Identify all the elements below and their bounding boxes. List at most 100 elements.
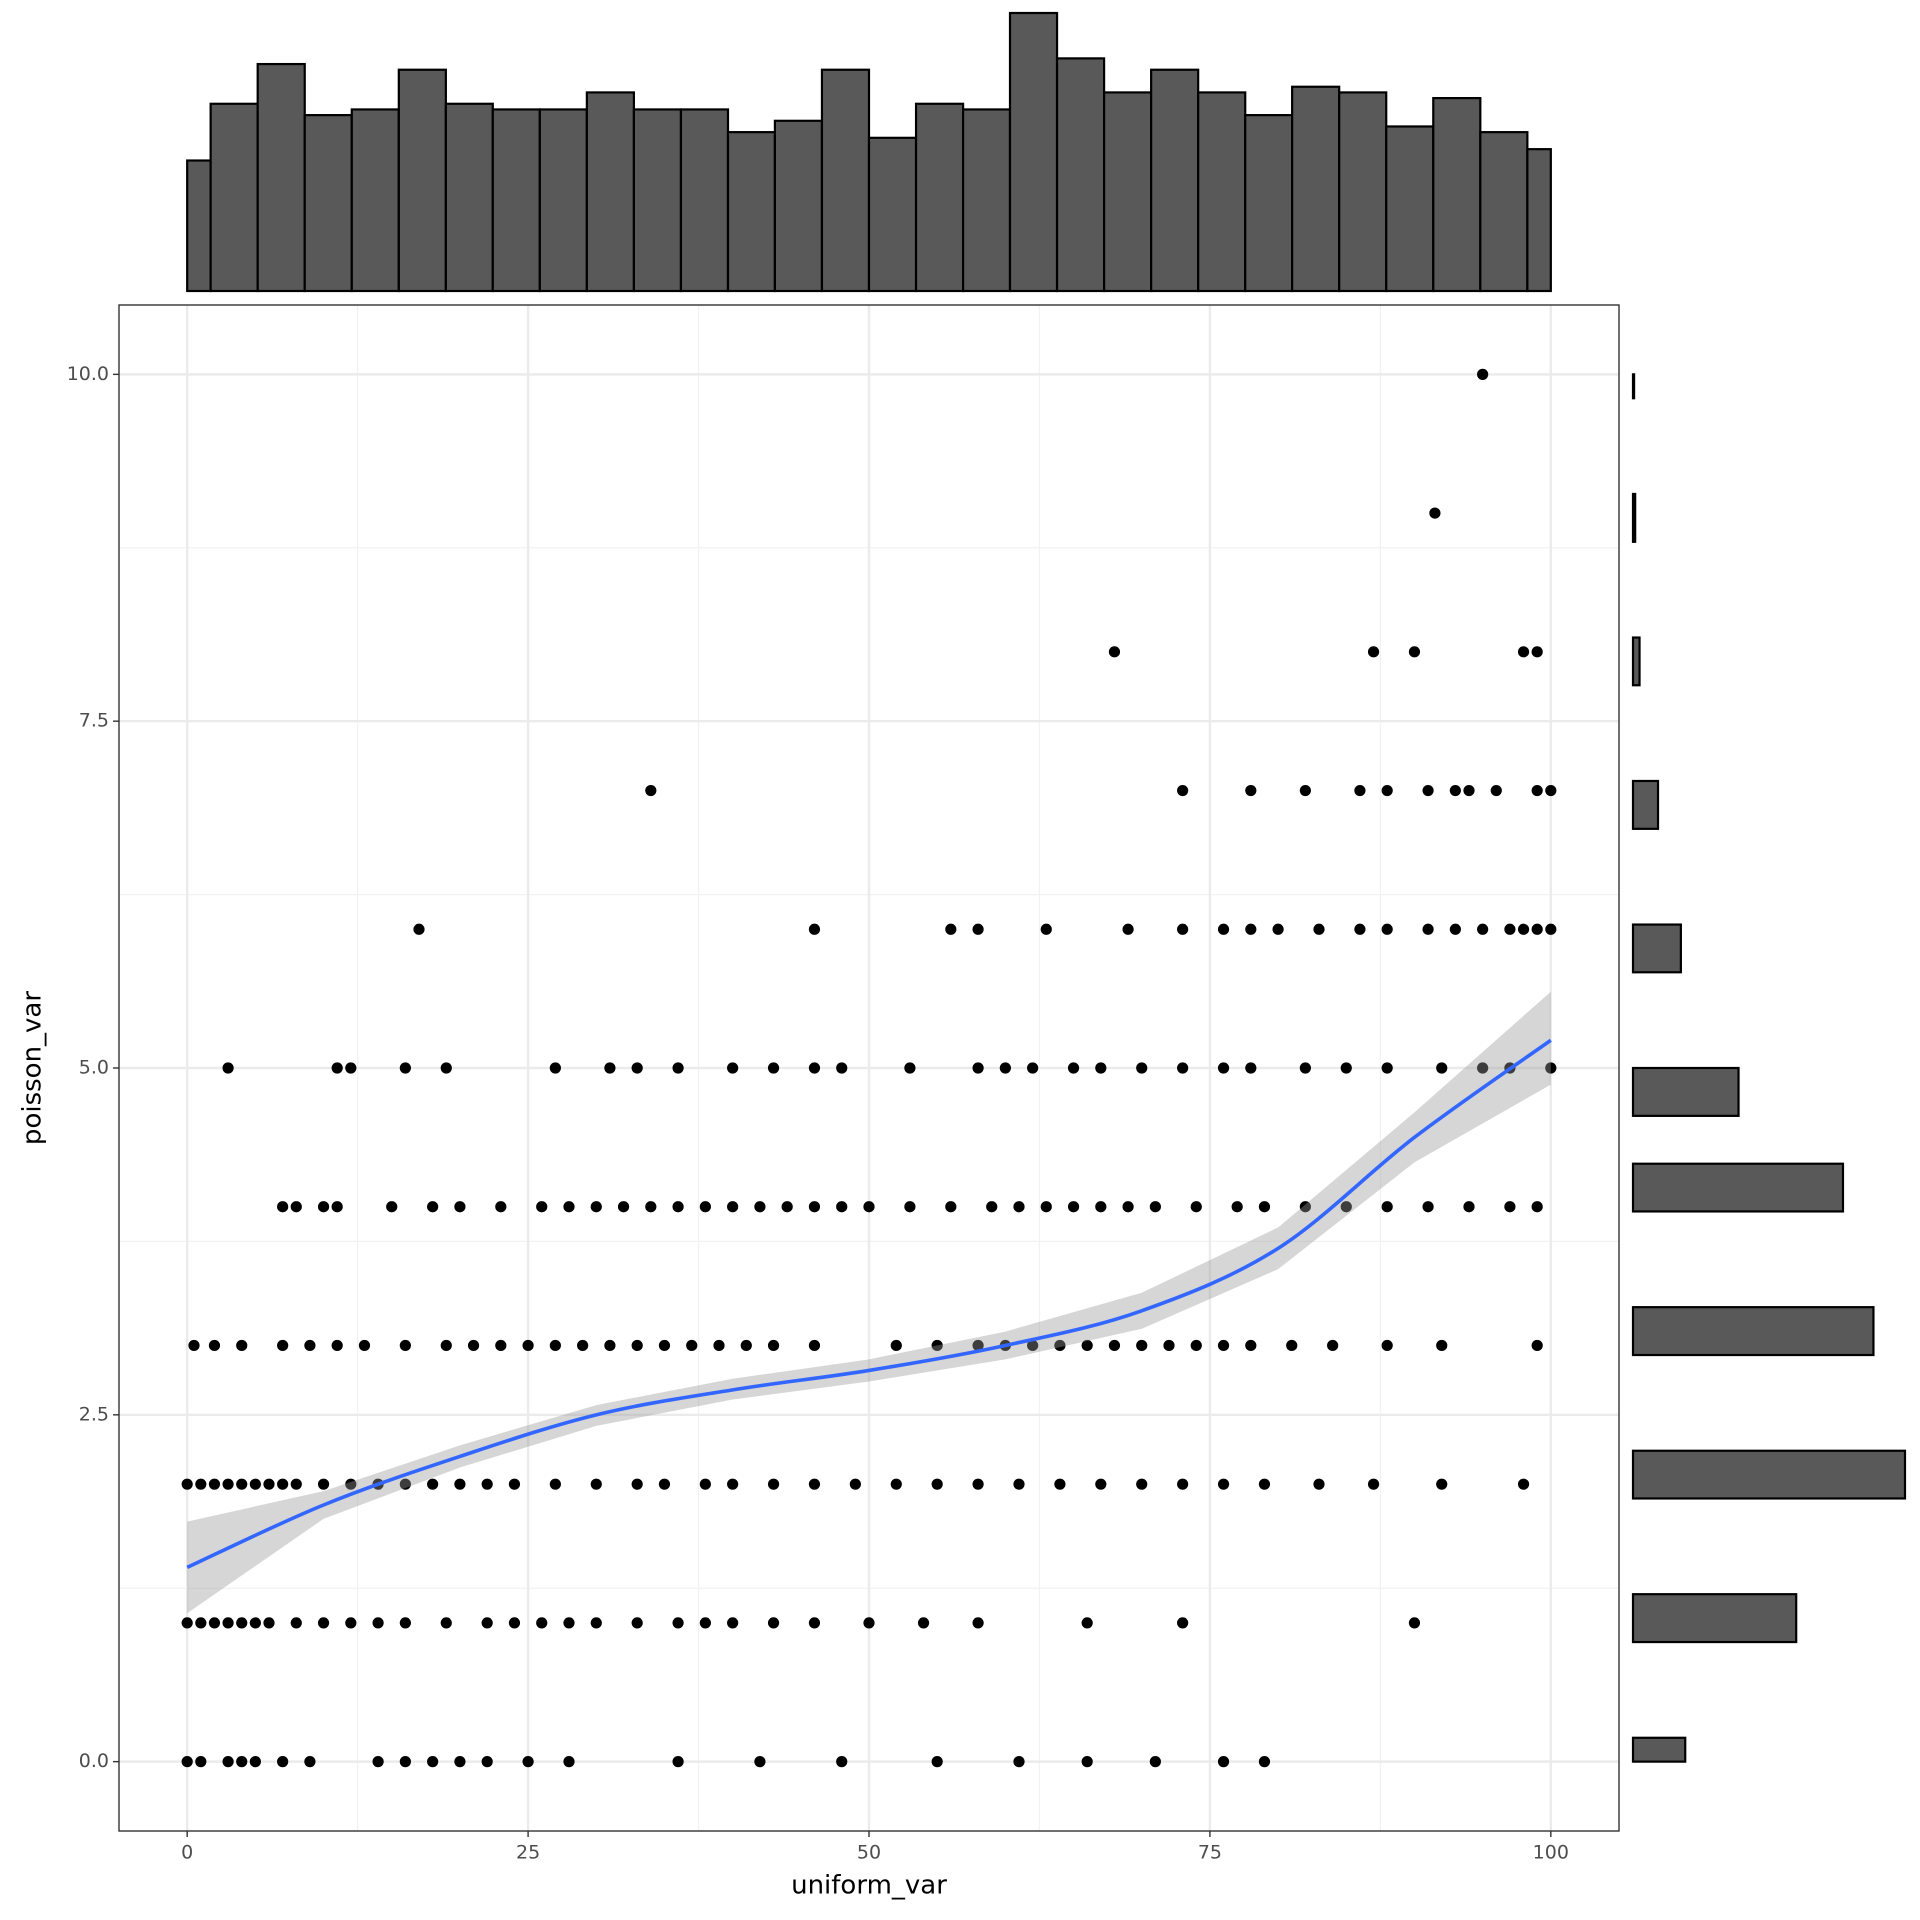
point [672, 1062, 684, 1074]
point [836, 1201, 848, 1213]
point [1477, 1062, 1489, 1074]
point [495, 1201, 507, 1213]
point [727, 1478, 739, 1490]
point [1013, 1756, 1025, 1768]
point [263, 1478, 275, 1490]
point [277, 1201, 289, 1213]
y-tick-label: 7.5 [79, 710, 109, 732]
point [345, 1062, 357, 1074]
point [1177, 923, 1189, 935]
x-histogram-bar [209, 102, 259, 293]
point [1245, 784, 1257, 797]
point [536, 1201, 548, 1213]
point [808, 1478, 821, 1490]
panel-border [118, 304, 1620, 1832]
point [1245, 1339, 1257, 1352]
point [1422, 923, 1434, 935]
point [1463, 784, 1475, 797]
point [672, 1756, 684, 1768]
point [1531, 646, 1543, 658]
point [767, 1478, 780, 1490]
point [1258, 1201, 1271, 1213]
point [549, 1478, 561, 1490]
y-tick-label: 0.0 [79, 1750, 109, 1772]
point [1217, 1062, 1230, 1074]
point [508, 1617, 521, 1629]
point [672, 1201, 684, 1213]
point [427, 1201, 439, 1213]
point [1136, 1478, 1148, 1490]
x-histogram-bar [1526, 148, 1552, 293]
point [1408, 646, 1421, 658]
x-histogram-bar [1432, 97, 1482, 293]
point [1531, 1339, 1543, 1352]
point [522, 1756, 534, 1768]
point [1381, 923, 1393, 935]
point [1340, 1201, 1352, 1213]
point [536, 1617, 548, 1629]
point [727, 1201, 739, 1213]
point [1095, 1478, 1107, 1490]
point [317, 1201, 330, 1213]
x-histogram-bar [914, 102, 965, 293]
point [222, 1617, 234, 1629]
point [1245, 923, 1257, 935]
x-histogram-bar [350, 108, 400, 293]
smooth-line [186, 1038, 1552, 1570]
point [1381, 1062, 1393, 1074]
point [1177, 1617, 1189, 1629]
point [208, 1478, 221, 1490]
point [740, 1339, 752, 1352]
y-histogram-bar [1631, 1306, 1875, 1357]
point [1122, 1201, 1134, 1213]
point [427, 1756, 439, 1768]
x-tick-label: 25 [516, 1842, 540, 1864]
point [236, 1617, 248, 1629]
y-tick-label: 2.5 [79, 1403, 109, 1425]
point [754, 1756, 766, 1768]
point [1436, 1339, 1448, 1352]
x-histogram-bar [632, 108, 683, 293]
point [1477, 368, 1489, 380]
point [386, 1201, 398, 1213]
point [208, 1339, 221, 1352]
y-histogram-bar [1631, 923, 1682, 974]
point [808, 1201, 821, 1213]
x-histogram-bar [1479, 131, 1529, 293]
point [727, 1617, 739, 1629]
y-histogram-bar [1631, 779, 1660, 830]
point [972, 923, 984, 935]
point [1517, 646, 1530, 658]
point [999, 1062, 1011, 1074]
point [1067, 1201, 1080, 1213]
x-histogram-bar [773, 119, 824, 293]
point [481, 1478, 493, 1490]
point [372, 1617, 384, 1629]
point [1245, 1062, 1257, 1074]
point [767, 1339, 780, 1352]
point [1436, 1478, 1448, 1490]
point [972, 1478, 984, 1490]
point [1517, 1478, 1530, 1490]
point [263, 1617, 275, 1629]
point [1027, 1062, 1039, 1074]
point [290, 1478, 302, 1490]
point [1054, 1339, 1066, 1352]
point [986, 1201, 998, 1213]
point [699, 1201, 711, 1213]
x-histogram-bar [1150, 68, 1200, 293]
point [972, 1062, 984, 1074]
point [1217, 1478, 1230, 1490]
point [440, 1339, 452, 1352]
point [849, 1478, 861, 1490]
point [917, 1617, 930, 1629]
point [236, 1339, 248, 1352]
point [481, 1756, 493, 1768]
point [181, 1617, 193, 1629]
x-tick-label: 100 [1533, 1842, 1569, 1864]
point [1408, 1617, 1421, 1629]
point [522, 1339, 534, 1352]
point [1531, 923, 1543, 935]
point [1531, 1201, 1543, 1213]
